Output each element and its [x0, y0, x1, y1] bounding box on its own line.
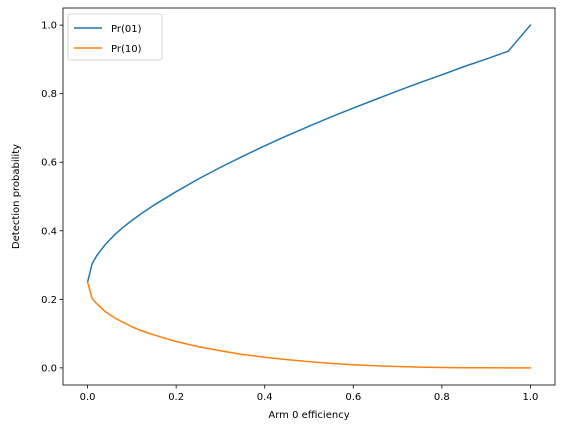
- series-line-pr01: [86, 24, 532, 284]
- legend-label-pr01: Pr(01): [111, 24, 142, 35]
- x-tick-label: 0.0: [80, 392, 96, 403]
- y-tick-label: 0.4: [41, 226, 57, 237]
- legend-label-pr10: Pr(10): [111, 44, 142, 55]
- x-axis-ticks: 0.0 0.2 0.4 0.6 0.8 1.0: [80, 385, 538, 403]
- y-tick-label: 0.8: [41, 89, 57, 100]
- legend: Pr(01) Pr(10): [67, 13, 163, 61]
- x-tick-label: 0.6: [345, 392, 361, 403]
- x-tick-label: 1.0: [522, 392, 538, 403]
- y-axis-ticks: 0.0 0.2 0.4 0.6 0.8 1.0: [41, 21, 63, 374]
- x-tick-label: 0.4: [257, 392, 273, 403]
- y-axis-label: Detection probability: [11, 144, 22, 249]
- x-tick-label: 0.2: [168, 392, 184, 403]
- series-layer: [86, 24, 532, 369]
- y-tick-label: 0.0: [41, 363, 57, 374]
- x-axis-label: Arm 0 efficiency: [268, 410, 349, 421]
- axes-frame: [62, 7, 556, 386]
- y-tick-label: 0.6: [41, 158, 57, 169]
- y-tick-label: 0.2: [41, 295, 57, 306]
- x-tick-label: 0.8: [434, 392, 450, 403]
- series-line-pr10: [86, 281, 532, 369]
- y-tick-label: 1.0: [41, 21, 57, 32]
